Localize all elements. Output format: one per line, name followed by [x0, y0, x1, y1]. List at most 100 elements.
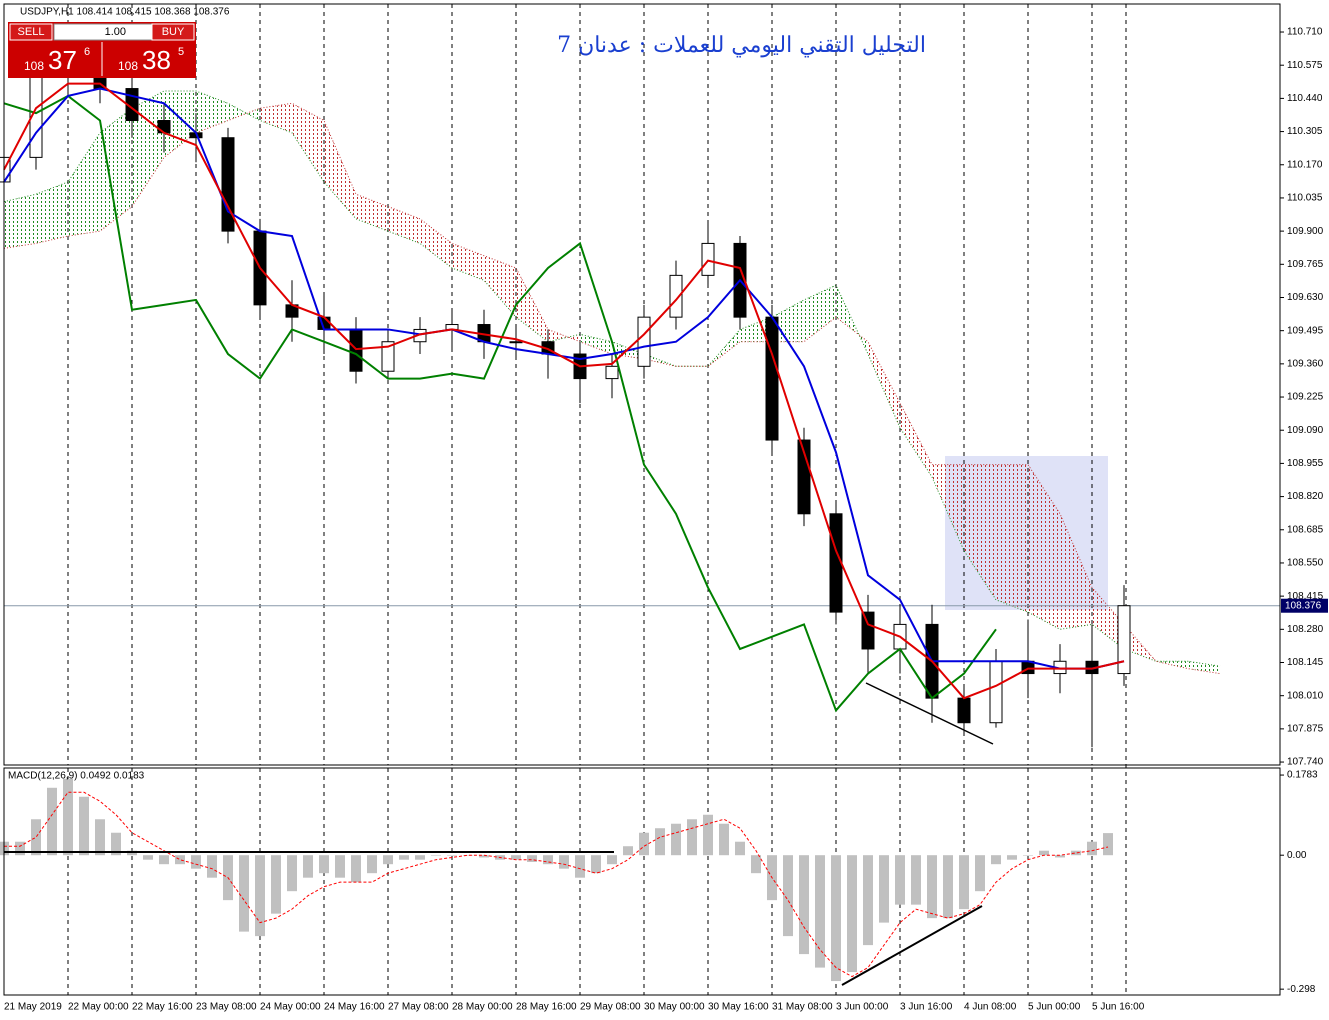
x-tick-label: 30 May 00:00 [644, 1002, 705, 1013]
chart-title: التحليل التقني اليومي للعملات : عدنان 7 [557, 33, 926, 58]
cloud-segment [740, 317, 772, 342]
x-tick-label: 23 May 08:00 [196, 1002, 257, 1013]
macd-bar [895, 855, 905, 905]
candle-body [829, 513, 843, 613]
candle-body [989, 660, 1003, 724]
macd-bar [879, 855, 889, 923]
candle-body [1117, 605, 1131, 675]
cloud-segment [964, 464, 996, 600]
macd-bar [431, 855, 441, 856]
cloud-segment [1188, 661, 1220, 674]
macd-bar [111, 832, 121, 856]
signal-line [4, 791, 1109, 978]
x-tick-label: 22 May 16:00 [132, 1002, 193, 1013]
main-pane: 110.710 110.575 110.440 110.305 110.170 110.0… [0, 27, 1328, 768]
macd-bar [671, 823, 681, 856]
x-tick-label: 4 Jun 08:00 [964, 1002, 1017, 1013]
y-tick-label: 110.440 [1287, 93, 1323, 104]
candle-body [413, 328, 427, 343]
cloud-segment [900, 403, 932, 477]
sell-button[interactable] [9, 23, 53, 41]
x-tick-label: 28 May 00:00 [452, 1002, 513, 1013]
candle-body [701, 242, 715, 276]
macd-bar [479, 855, 489, 858]
x-tick-label: 24 May 00:00 [260, 1002, 321, 1013]
macd-bar [1071, 850, 1081, 856]
y-tick-label: 108.820 [1287, 491, 1324, 502]
macd-label: MACD(12,26,9) 0.0492 0.0183 [8, 771, 145, 782]
macd-bar [335, 855, 345, 878]
y-tick-label: 108.955 [1287, 458, 1324, 469]
macd-bar [415, 855, 425, 860]
cloud-segment [100, 108, 132, 232]
candle-body [349, 328, 363, 372]
y-tick-label: 0.00 [1287, 850, 1307, 861]
cloud-segment [932, 464, 964, 551]
macd-bar [559, 855, 569, 869]
macd-bar [623, 846, 633, 856]
macd-bar [399, 855, 409, 860]
macd-bar [303, 855, 313, 878]
cloud-segment [324, 120, 356, 219]
trend-line [865, 682, 994, 745]
candle-body [381, 341, 395, 372]
cloud-segment [1124, 624, 1156, 662]
y-tick-label: 109.225 [1287, 392, 1324, 403]
current-price-tag [1281, 598, 1328, 613]
y-tick-label: 108.145 [1287, 657, 1324, 668]
x-tick-label: 21 May 2019 [4, 1002, 62, 1013]
candle-body [669, 274, 683, 318]
y-tick-label: 109.900 [1287, 226, 1324, 237]
macd-bar [207, 855, 217, 878]
macd-bar [975, 855, 985, 892]
lot-value: 1.00 [105, 26, 126, 38]
macd-bar [927, 855, 937, 919]
buy-button[interactable] [151, 23, 195, 41]
cloud-segment [996, 464, 1028, 613]
cloud-segment [1060, 513, 1092, 630]
macd-bar [607, 855, 617, 865]
macd-bar [95, 819, 105, 856]
y-tick-label: 109.495 [1287, 325, 1324, 336]
macd-bar [847, 855, 857, 973]
cloud-segment [772, 299, 804, 342]
candle-body [221, 137, 235, 232]
candle-body [509, 341, 523, 344]
trend-line [841, 905, 983, 986]
macd-bar [463, 855, 473, 856]
cloud-segment [4, 194, 36, 249]
x-tick-label: 3 Jun 16:00 [900, 1002, 953, 1013]
trade-panel: SELL 1.00 BUY 108 37 6 108 38 5 [8, 22, 196, 78]
cloud-segment [868, 341, 900, 428]
macd-bar [447, 855, 457, 856]
cloud-segment [36, 181, 68, 244]
cloud-segment [228, 103, 260, 121]
x-tick-label: 24 May 16:00 [324, 1002, 385, 1013]
cloud-segment [260, 103, 292, 133]
cloud-segment [196, 91, 228, 133]
candle-body [637, 316, 651, 367]
candle-body [605, 365, 619, 380]
macd-bar [703, 814, 713, 856]
y-tick-label: 110.035 [1287, 193, 1323, 204]
macd-bar [527, 855, 537, 862]
macd-bar [175, 855, 185, 865]
macd-bar [1103, 833, 1113, 856]
macd-bar [543, 855, 553, 865]
buy-price-pips: 38 [142, 45, 171, 75]
y-tick-label: 108.415 [1287, 591, 1324, 602]
macd-bar [719, 823, 729, 856]
cloud-segment [804, 285, 836, 342]
y-tick-label: 109.630 [1287, 292, 1324, 303]
x-tick-label: 30 May 16:00 [708, 1002, 769, 1013]
macd-bar [143, 855, 153, 860]
symbol-line: USDJPY,H1 108.414 108.415 108.368 108.37… [20, 7, 230, 18]
y-tick-label: 107.875 [1287, 724, 1324, 735]
macd-bar [735, 841, 745, 856]
candle-body [765, 316, 779, 441]
x-tick-label: 5 Jun 00:00 [1028, 1002, 1081, 1013]
macd-bar [751, 855, 761, 874]
y-tick-label: 107.740 [1287, 757, 1324, 768]
macd-bar [1007, 855, 1017, 860]
indicator-line [3, 94, 997, 713]
